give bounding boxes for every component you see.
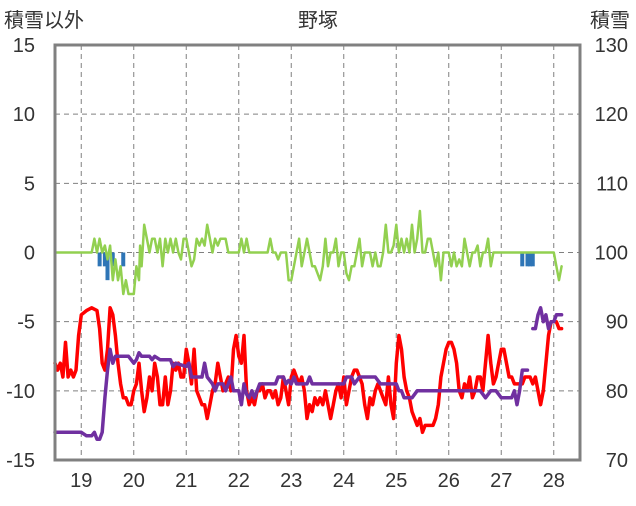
right-tick-label: 110 bbox=[596, 173, 628, 195]
x-tick-label: 19 bbox=[70, 470, 92, 492]
left-tick-label: 15 bbox=[13, 35, 35, 57]
left-tick-label: 10 bbox=[13, 104, 35, 126]
right-tick-label: 70 bbox=[606, 450, 628, 472]
x-tick-label: 22 bbox=[228, 470, 250, 492]
x-tick-label: 23 bbox=[280, 470, 302, 492]
x-tick-label: 21 bbox=[175, 470, 197, 492]
bar-mark bbox=[525, 252, 530, 267]
plot-frame bbox=[53, 43, 582, 462]
bar-mark bbox=[121, 252, 126, 267]
bar-mark bbox=[520, 252, 525, 267]
right-tick-label: 120 bbox=[595, 104, 628, 126]
x-tick-label: 24 bbox=[333, 470, 355, 492]
series-layer bbox=[53, 209, 564, 442]
right-tick-label: 130 bbox=[595, 35, 628, 57]
bar-layer bbox=[97, 252, 535, 281]
bar-mark bbox=[102, 252, 107, 267]
left-tick-label: -15 bbox=[6, 450, 35, 472]
x-tick-label: 26 bbox=[438, 470, 460, 492]
series-line-3 bbox=[53, 347, 530, 442]
left-tick-label: 0 bbox=[24, 243, 35, 265]
x-tick-label: 28 bbox=[543, 470, 565, 492]
bar-mark bbox=[530, 252, 535, 267]
chart-title: 野塚 bbox=[298, 9, 338, 32]
right-tick-label: 80 bbox=[606, 381, 628, 403]
series-line-1 bbox=[53, 209, 563, 296]
left-tick-label: 5 bbox=[24, 173, 35, 195]
series-line-4 bbox=[531, 306, 564, 331]
series-line-2 bbox=[53, 306, 564, 435]
bar-mark bbox=[110, 252, 115, 267]
right-axis-label: 積雪 bbox=[590, 9, 630, 32]
left-tick-label: -5 bbox=[17, 312, 35, 334]
x-tick-label: 25 bbox=[385, 470, 407, 492]
x-tick-label: 27 bbox=[490, 470, 512, 492]
left-axis-label: 積雪以外 bbox=[4, 9, 84, 32]
right-tick-label: 100 bbox=[595, 243, 628, 265]
tick-layer: 15 10 5 0 -5 -10 -15 130 120 110 100 90 80 70 19 20 21 22… bbox=[6, 35, 628, 492]
bar-mark bbox=[105, 252, 110, 281]
left-tick-label: -10 bbox=[6, 381, 35, 403]
bar-mark bbox=[97, 252, 102, 267]
x-tick-label: 20 bbox=[123, 470, 145, 492]
right-tick-label: 90 bbox=[606, 312, 628, 334]
bar-mark bbox=[528, 252, 533, 267]
